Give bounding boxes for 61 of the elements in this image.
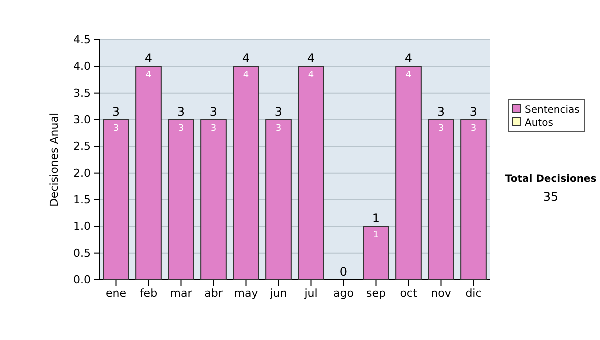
data-label: 3 [470, 124, 477, 134]
legend-label: Autos [525, 118, 554, 129]
bar [396, 66, 422, 280]
data-label: 3 [113, 124, 120, 134]
bar [168, 120, 194, 280]
total-label: 3 [437, 105, 446, 119]
bar [460, 120, 487, 280]
data-label: 3 [210, 124, 217, 134]
x-tick-label: nov [431, 286, 452, 300]
bar [136, 66, 162, 280]
data-label: 3 [178, 124, 184, 134]
y-tick-label: 4.5 [74, 34, 91, 47]
x-tick-label: ago [334, 286, 354, 300]
legend-label: Sentencias [525, 105, 580, 116]
text: Total Decisiones [505, 174, 597, 185]
total-label: 0 [340, 265, 348, 279]
total-label: 4 [242, 52, 250, 66]
x-tick-label: abr [204, 286, 224, 300]
data-label: 4 [243, 70, 250, 81]
bar [298, 66, 324, 280]
bar [428, 120, 454, 280]
data-label: 4 [308, 70, 314, 81]
y-tick-label: 1.5 [74, 194, 91, 207]
y-tick-label: 4.0 [74, 60, 91, 74]
data-label: 4 [406, 70, 412, 81]
total-label: 4 [144, 52, 153, 66]
y-tick-label: 1.0 [74, 220, 91, 234]
total-label: 3 [274, 105, 283, 119]
x-tick-label: sep [366, 286, 386, 300]
x-tick-label: jun [269, 286, 288, 300]
x-tick-label: dic [466, 286, 482, 300]
data-label: 4 [146, 70, 152, 81]
x-tick-label: feb [140, 286, 158, 300]
x-tick-label: jul [304, 286, 318, 300]
y-tick-label: 0.0 [74, 274, 91, 287]
x-tick-label: oct [400, 286, 418, 300]
bar [200, 120, 227, 280]
text: 35 [543, 190, 559, 204]
y-tick-label: 3.0 [74, 114, 91, 127]
y-axis-title: Decisiones Anual [48, 112, 61, 208]
total-label: 4 [404, 52, 413, 66]
x-tick-label: ene [106, 286, 127, 300]
y-tick-label: 2.5 [74, 140, 91, 154]
total-label: 3 [177, 105, 186, 119]
total-label: 3 [470, 105, 478, 119]
data-label: 3 [276, 124, 282, 134]
total-label: 3 [112, 105, 120, 119]
bar [233, 66, 260, 280]
x-tick-label: may [234, 286, 259, 300]
data-label: 3 [438, 124, 444, 134]
total-label: 4 [307, 52, 316, 66]
bar [266, 120, 292, 280]
y-tick-label: 2.0 [74, 166, 91, 180]
bar [363, 226, 390, 280]
data-label: 1 [373, 230, 380, 241]
bar [103, 120, 130, 280]
y-tick-label: 0.5 [74, 246, 91, 260]
total-label: 1 [372, 212, 380, 226]
y-tick-label: 3.5 [74, 86, 91, 100]
total-label: 3 [210, 105, 218, 119]
x-tick-label: mar [170, 286, 193, 300]
